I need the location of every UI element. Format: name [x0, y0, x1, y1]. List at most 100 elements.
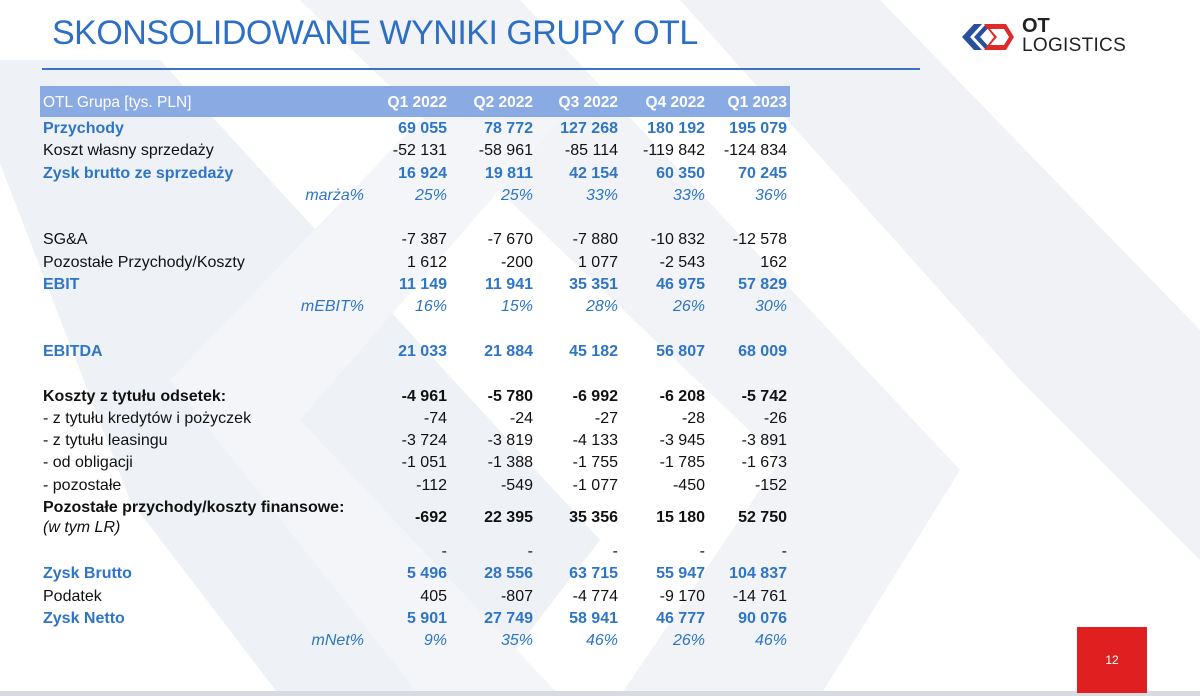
- row-label: - pozostałe: [43, 476, 122, 494]
- cell-value: 35 356: [569, 509, 618, 527]
- cell-value: 195 079: [729, 120, 787, 137]
- cell-value: -1 051: [401, 454, 447, 472]
- cell-value: -1 388: [487, 454, 533, 472]
- cell-value: -: [781, 543, 787, 561]
- table-row-ebit: EBIT 11 149 11 941 35 351 46 975 57 829: [40, 273, 790, 295]
- cell-value: 26%: [672, 632, 705, 650]
- cell-value: -124 834: [723, 142, 787, 160]
- cell-value: -: [699, 543, 705, 561]
- cell-value: 9%: [423, 632, 447, 650]
- cell-value: 1 077: [577, 253, 618, 271]
- cell-value: 33%: [585, 186, 618, 204]
- row-label: Pozostałe przychody/koszty finansowe:: [43, 499, 345, 517]
- cell-value: -5 742: [741, 387, 787, 405]
- cell-value: -3 819: [487, 432, 533, 450]
- table-row-ebitda: EBITDA 21 033 21 884 45 182 56 807 68 00…: [40, 340, 790, 362]
- cell-value: -9 170: [659, 587, 705, 605]
- cell-value: 46%: [754, 632, 787, 650]
- cell-value: 11 941: [484, 276, 533, 294]
- cell-value: 15 180: [656, 509, 705, 527]
- cell-value: 405: [420, 587, 447, 605]
- cell-value: 21 033: [398, 342, 447, 360]
- logo-text-logistics: LOGISTICS: [1022, 35, 1127, 56]
- cell-value: 27 749: [484, 609, 533, 627]
- cell-value: -1 673: [741, 454, 787, 472]
- cell-value: 11 149: [398, 276, 447, 294]
- cell-value: -2 543: [659, 253, 705, 271]
- page-title: SKONSOLIDOWANE WYNIKI GRUPY OTL: [52, 14, 698, 52]
- cell-value: 35%: [500, 632, 533, 650]
- cell-value: 5 901: [406, 609, 447, 627]
- cell-value: -807: [500, 587, 533, 605]
- table-row-koszt-wlasny: Koszt własny sprzedaży -52 131 -58 961 -…: [40, 139, 790, 161]
- bottom-bar: [0, 691, 1200, 696]
- table-row-sga: SG&A -7 387 -7 670 -7 880 -10 832 -12 57…: [40, 228, 790, 250]
- cell-value: 33%: [672, 186, 705, 204]
- cell-value: -: [612, 543, 618, 561]
- cell-value: -549: [500, 476, 533, 494]
- cell-value: -1 077: [572, 476, 618, 494]
- cell-value: 104 837: [729, 565, 787, 583]
- cell-value: -27: [594, 409, 618, 427]
- cell-value: -7 387: [401, 231, 447, 249]
- cell-value: 58 941: [569, 609, 618, 627]
- row-label: Zysk Netto: [43, 609, 125, 627]
- cell-value: 52 750: [738, 509, 787, 527]
- cell-value: 56 807: [656, 342, 705, 360]
- logo-chevron-icon: [962, 24, 1014, 50]
- row-label: Przychody: [43, 120, 124, 137]
- cell-value: 16 924: [398, 164, 447, 182]
- cell-value: -112: [416, 476, 447, 494]
- cell-value: 78 772: [484, 120, 533, 137]
- page-number: 12: [1105, 653, 1119, 667]
- cell-value: -: [441, 543, 447, 561]
- cell-value: -692: [414, 509, 447, 527]
- page-number-badge: 12: [1077, 627, 1147, 693]
- table-row-obligacje: - od obligacji -1 051 -1 388 -1 755 -1 7…: [40, 451, 790, 473]
- row-label: Koszty z tytułu odsetek:: [43, 387, 227, 405]
- cell-value: -: [527, 543, 533, 561]
- cell-value: -5 780: [487, 387, 533, 405]
- company-logo: OT LOGISTICS: [960, 16, 1140, 60]
- row-label: EBITDA: [43, 342, 103, 360]
- cell-value: 162: [760, 253, 787, 271]
- cell-value: 25%: [500, 186, 533, 204]
- table-row-mebit: mEBIT% 16% 15% 28% 26% 30%: [40, 295, 790, 317]
- cell-value: 60 350: [656, 164, 705, 182]
- row-label: Pozostałe Przychody/Koszty: [43, 253, 245, 271]
- cell-value: 30%: [754, 298, 787, 316]
- cell-value: 68 009: [738, 342, 787, 360]
- table-row-zysk-brutto: Zysk Brutto 5 496 28 556 63 715 55 947 1…: [40, 562, 790, 584]
- cell-value: -1 755: [572, 454, 618, 472]
- logo-text-ot: OT: [1022, 15, 1050, 37]
- row-label: Podatek: [43, 587, 102, 605]
- table-row-pozostale: - pozostałe -112 -549 -1 077 -450 -152: [40, 474, 790, 496]
- cell-value: -3 891: [741, 432, 787, 450]
- table-row-leasing: - z tytułu leasingu -3 724 -3 819 -4 133…: [40, 429, 790, 451]
- cell-value: -6 992: [572, 387, 618, 405]
- cell-value: 1 612: [406, 253, 447, 271]
- row-label: mNet%: [311, 632, 364, 650]
- cell-value: -52 131: [392, 142, 447, 160]
- table-row-pozostale-finansowe: Pozostałe przychody/koszty finansowe: (w…: [40, 496, 790, 540]
- row-label: marża%: [305, 186, 364, 204]
- table-row-zysk-netto: Zysk Netto 5 901 27 749 58 941 46 777 90…: [40, 607, 790, 629]
- cell-value: 28%: [585, 298, 618, 316]
- cell-value: 15%: [500, 298, 533, 316]
- row-spacer: [40, 362, 790, 384]
- row-label: Koszt własny sprzedaży: [43, 142, 214, 160]
- cell-value: -85 114: [564, 142, 618, 160]
- financial-results-table: OTL Grupa [tys. PLN] Q1 2022 Q2 2022 Q3 …: [40, 86, 790, 652]
- cell-value: -14 761: [732, 587, 787, 605]
- cell-value: -12 578: [732, 231, 787, 249]
- row-sublabel: (w tym LR): [43, 519, 121, 537]
- title-underline: [42, 68, 920, 70]
- cell-value: 90 076: [738, 609, 787, 627]
- cell-value: 180 192: [647, 120, 705, 137]
- header-period: Q3 2022: [558, 94, 618, 111]
- row-label: SG&A: [43, 231, 88, 249]
- row-label: - z tytułu leasingu: [43, 432, 168, 450]
- cell-value: 127 268: [560, 120, 618, 137]
- cell-value: -4 961: [401, 387, 447, 405]
- cell-value: -28: [681, 409, 705, 427]
